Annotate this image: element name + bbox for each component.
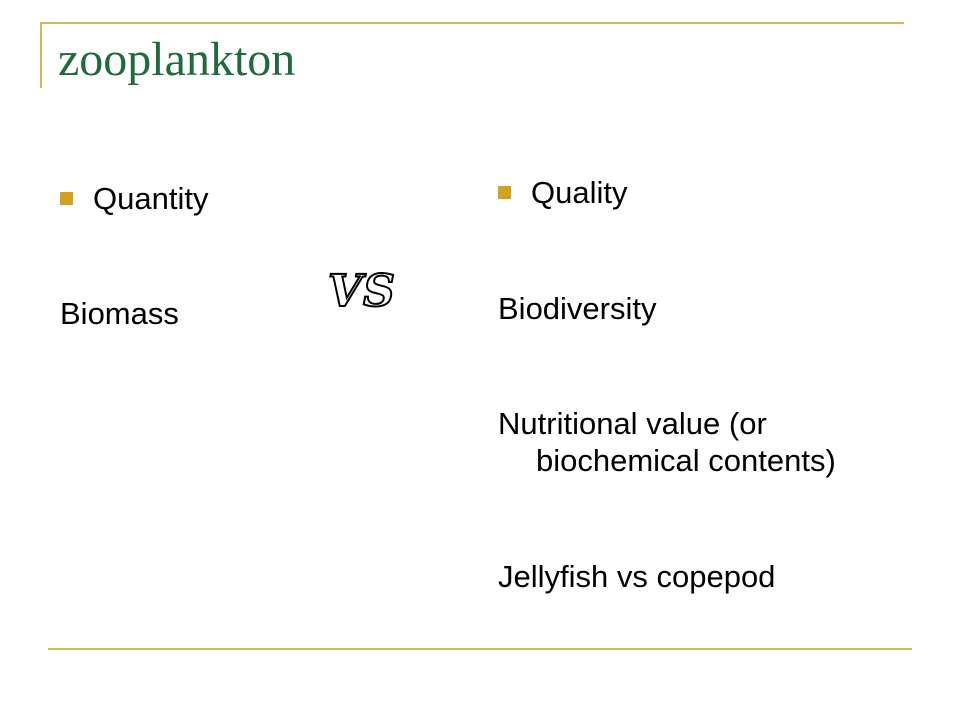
left-bullet-row: Quantity: [60, 180, 208, 217]
right-bullet-row: Quality: [498, 174, 627, 211]
square-bullet-icon: [498, 186, 511, 200]
slide-title: zooplankton: [58, 33, 296, 86]
bottom-rule: [48, 648, 912, 650]
top-rule: [40, 22, 904, 24]
quality-label: Quality: [531, 175, 628, 210]
quantity-label: Quantity: [93, 181, 209, 216]
biodiversity-text: Biodiversity: [498, 291, 657, 326]
biomass-text: Biomass: [60, 296, 179, 331]
vs-label: VS: [327, 266, 396, 317]
nutritional-value-text: Nutritional value (or biochemical conten…: [498, 406, 836, 479]
jellyfish-copepod-text: Jellyfish vs copepod: [498, 559, 776, 594]
square-bullet-icon: [60, 192, 73, 206]
left-rule: [40, 22, 42, 88]
